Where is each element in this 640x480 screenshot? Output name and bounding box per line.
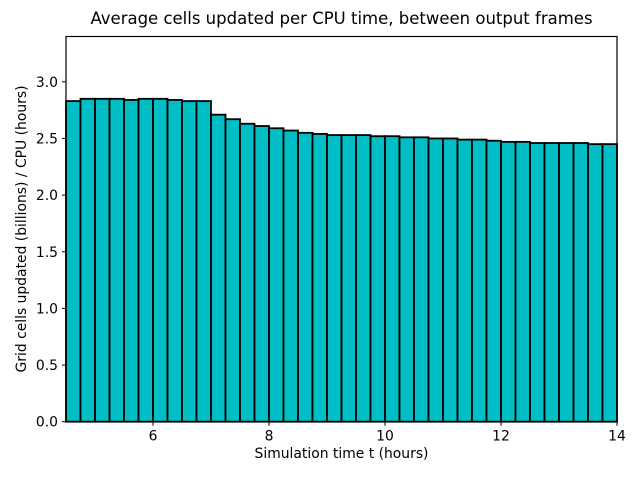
- bar: [166, 99, 183, 423]
- bar: [572, 142, 589, 423]
- bar: [355, 134, 372, 423]
- bar: [543, 142, 560, 423]
- bar: [224, 118, 241, 423]
- bar: [529, 142, 546, 423]
- x-tick-label: 6: [149, 429, 158, 445]
- bar: [456, 138, 473, 423]
- bar: [195, 100, 212, 423]
- bar: [558, 142, 575, 423]
- bar: [340, 134, 357, 423]
- y-tick-label: 1.0: [36, 301, 58, 317]
- bar: [413, 136, 430, 423]
- bar: [471, 138, 488, 423]
- bar: [398, 136, 415, 423]
- bar: [311, 133, 328, 423]
- bar: [587, 143, 604, 423]
- chart-title: Average cells updated per CPU time, betw…: [90, 9, 593, 28]
- y-tick-label: 1.5: [36, 245, 58, 261]
- bar: [326, 134, 343, 423]
- y-tick-label: 0.5: [36, 358, 58, 374]
- axes-frame: [65, 35, 618, 423]
- y-tick-label: 0.0: [36, 415, 58, 431]
- y-tick-label: 2.5: [36, 131, 58, 147]
- x-tick-label: 14: [608, 429, 626, 445]
- bar: [137, 97, 154, 423]
- bar: [79, 97, 96, 423]
- y-tick-label: 3.0: [36, 75, 58, 91]
- bar: [601, 143, 618, 423]
- y-tick-label: 2.0: [36, 188, 58, 204]
- bar: [369, 135, 386, 423]
- bar: [282, 129, 299, 423]
- bar: [297, 131, 314, 423]
- bar: [485, 139, 502, 423]
- x-tick-label: 12: [492, 429, 510, 445]
- bar: [253, 125, 270, 423]
- bar: [152, 97, 169, 423]
- bar: [181, 100, 198, 423]
- y-axis-label-text: Grid cells updated (billions) / CPU (hou…: [14, 85, 30, 373]
- bar: [239, 122, 256, 423]
- bar: [210, 113, 227, 423]
- bar: [108, 97, 125, 423]
- x-tick-label: 8: [265, 429, 274, 445]
- bar: [514, 140, 531, 423]
- bar: [268, 127, 285, 423]
- bar: [500, 140, 517, 423]
- x-tick-label: 10: [376, 429, 394, 445]
- x-axis-label: Simulation time t (hours): [254, 446, 429, 462]
- bar: [427, 137, 444, 423]
- bar: [94, 97, 111, 423]
- bar: [123, 99, 140, 423]
- bar: [384, 135, 401, 423]
- bar: [442, 137, 459, 423]
- bar: [65, 100, 82, 423]
